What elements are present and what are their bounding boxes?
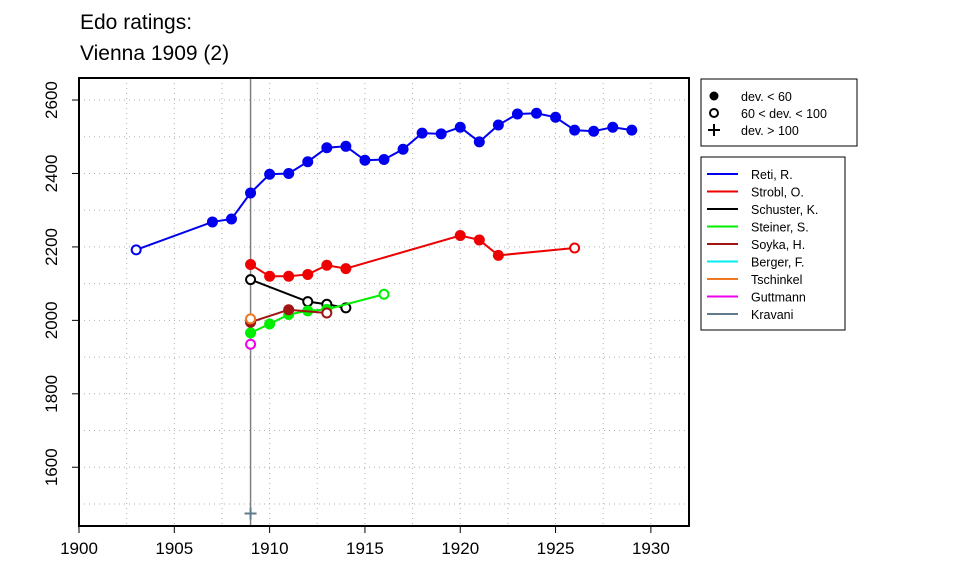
chart-title-line-2: Vienna 1909 (2) bbox=[80, 42, 229, 65]
data-point bbox=[492, 249, 504, 261]
data-point bbox=[245, 274, 257, 286]
data-point bbox=[245, 327, 257, 339]
data-point bbox=[340, 140, 352, 152]
legend-label: Berger, F. bbox=[751, 256, 805, 270]
series-strobl-o bbox=[245, 230, 581, 282]
data-point bbox=[264, 168, 276, 180]
x-tick-label: 1910 bbox=[251, 539, 289, 558]
data-point bbox=[416, 127, 428, 139]
chart-title-line-1: Edo ratings: bbox=[80, 11, 192, 34]
series-layer bbox=[130, 107, 638, 520]
data-point bbox=[397, 143, 409, 155]
legend-label: Reti, R. bbox=[751, 168, 793, 182]
x-tick-label: 1900 bbox=[60, 539, 98, 558]
legend-label: Kravani bbox=[751, 308, 793, 322]
open-circle-icon bbox=[709, 108, 719, 118]
legend-label: Soyka, H. bbox=[751, 238, 805, 252]
marker-legend-label: dev. < 60 bbox=[741, 90, 792, 104]
data-point bbox=[226, 213, 237, 225]
plus-icon bbox=[708, 124, 720, 136]
data-point bbox=[264, 270, 276, 282]
data-point bbox=[302, 156, 314, 168]
data-point bbox=[245, 338, 257, 350]
legend-label: Strobl, O. bbox=[751, 186, 804, 200]
data-point bbox=[283, 270, 295, 282]
series-kravani bbox=[244, 507, 257, 520]
series-soyka-h bbox=[245, 304, 333, 328]
data-point bbox=[264, 318, 276, 330]
x-tick-label: 1920 bbox=[441, 539, 479, 558]
y-tick-label: 1600 bbox=[42, 448, 61, 486]
legend-label: Tschinkel bbox=[751, 273, 802, 287]
data-point bbox=[340, 263, 352, 275]
series-legend: Reti, R. Strobl, O. Schuster, K. Steiner, S… bbox=[700, 156, 846, 331]
marker-legend-label: dev. > 100 bbox=[741, 124, 799, 138]
plot-frame bbox=[78, 77, 690, 527]
y-axis: 1600 1800 2000 2200 2400 2600 bbox=[42, 81, 79, 486]
data-point bbox=[511, 108, 523, 120]
x-tick-label: 1905 bbox=[155, 539, 193, 558]
data-point bbox=[302, 268, 314, 280]
filled-circle-icon bbox=[709, 91, 719, 101]
marker-legend: dev. < 60 60 < dev. < 100 dev. > 100 bbox=[700, 78, 858, 147]
legend-label: Steiner, S. bbox=[751, 221, 809, 235]
data-point bbox=[550, 111, 562, 123]
data-point bbox=[378, 154, 390, 166]
grid bbox=[78, 78, 689, 526]
data-point bbox=[283, 304, 295, 316]
data-point bbox=[454, 121, 466, 133]
data-point bbox=[321, 142, 333, 154]
data-point bbox=[607, 121, 619, 133]
x-axis: 1900 1905 1910 1915 1920 1925 1930 bbox=[60, 526, 670, 558]
data-point bbox=[473, 136, 485, 148]
data-point bbox=[626, 124, 638, 136]
y-tick-label: 2200 bbox=[42, 228, 61, 266]
data-point bbox=[244, 507, 257, 520]
series-guttmann bbox=[245, 338, 257, 350]
data-point bbox=[130, 244, 142, 256]
data-point bbox=[245, 313, 257, 325]
data-point bbox=[283, 167, 295, 179]
marker-legend-box bbox=[700, 78, 858, 147]
data-point bbox=[321, 259, 333, 271]
series-tschinkel bbox=[245, 313, 257, 325]
data-point bbox=[569, 242, 581, 254]
x-tick-label: 1930 bbox=[632, 539, 670, 558]
data-point bbox=[569, 124, 581, 136]
data-point bbox=[245, 187, 257, 199]
data-point bbox=[321, 307, 333, 319]
series-reti-r bbox=[130, 107, 638, 256]
legend-label: Guttmann bbox=[751, 291, 806, 305]
data-point bbox=[435, 128, 447, 140]
data-point bbox=[378, 288, 390, 300]
y-tick-label: 2600 bbox=[42, 81, 61, 119]
data-point bbox=[492, 119, 504, 131]
data-point bbox=[206, 216, 218, 228]
data-point bbox=[302, 296, 314, 308]
x-tick-label: 1915 bbox=[346, 539, 384, 558]
y-tick-label: 1800 bbox=[42, 375, 61, 413]
data-point bbox=[531, 107, 542, 119]
series-line bbox=[135, 112, 632, 251]
data-point bbox=[245, 259, 257, 271]
legend-label: Schuster, K. bbox=[751, 203, 818, 217]
y-tick-label: 2400 bbox=[42, 155, 61, 193]
data-point bbox=[473, 234, 485, 246]
x-tick-label: 1925 bbox=[537, 539, 575, 558]
series-line bbox=[250, 234, 575, 278]
y-tick-label: 2000 bbox=[42, 301, 61, 339]
data-point bbox=[359, 154, 371, 166]
data-point bbox=[454, 230, 466, 242]
marker-legend-label: 60 < dev. < 100 bbox=[741, 107, 827, 121]
data-point bbox=[588, 125, 600, 137]
